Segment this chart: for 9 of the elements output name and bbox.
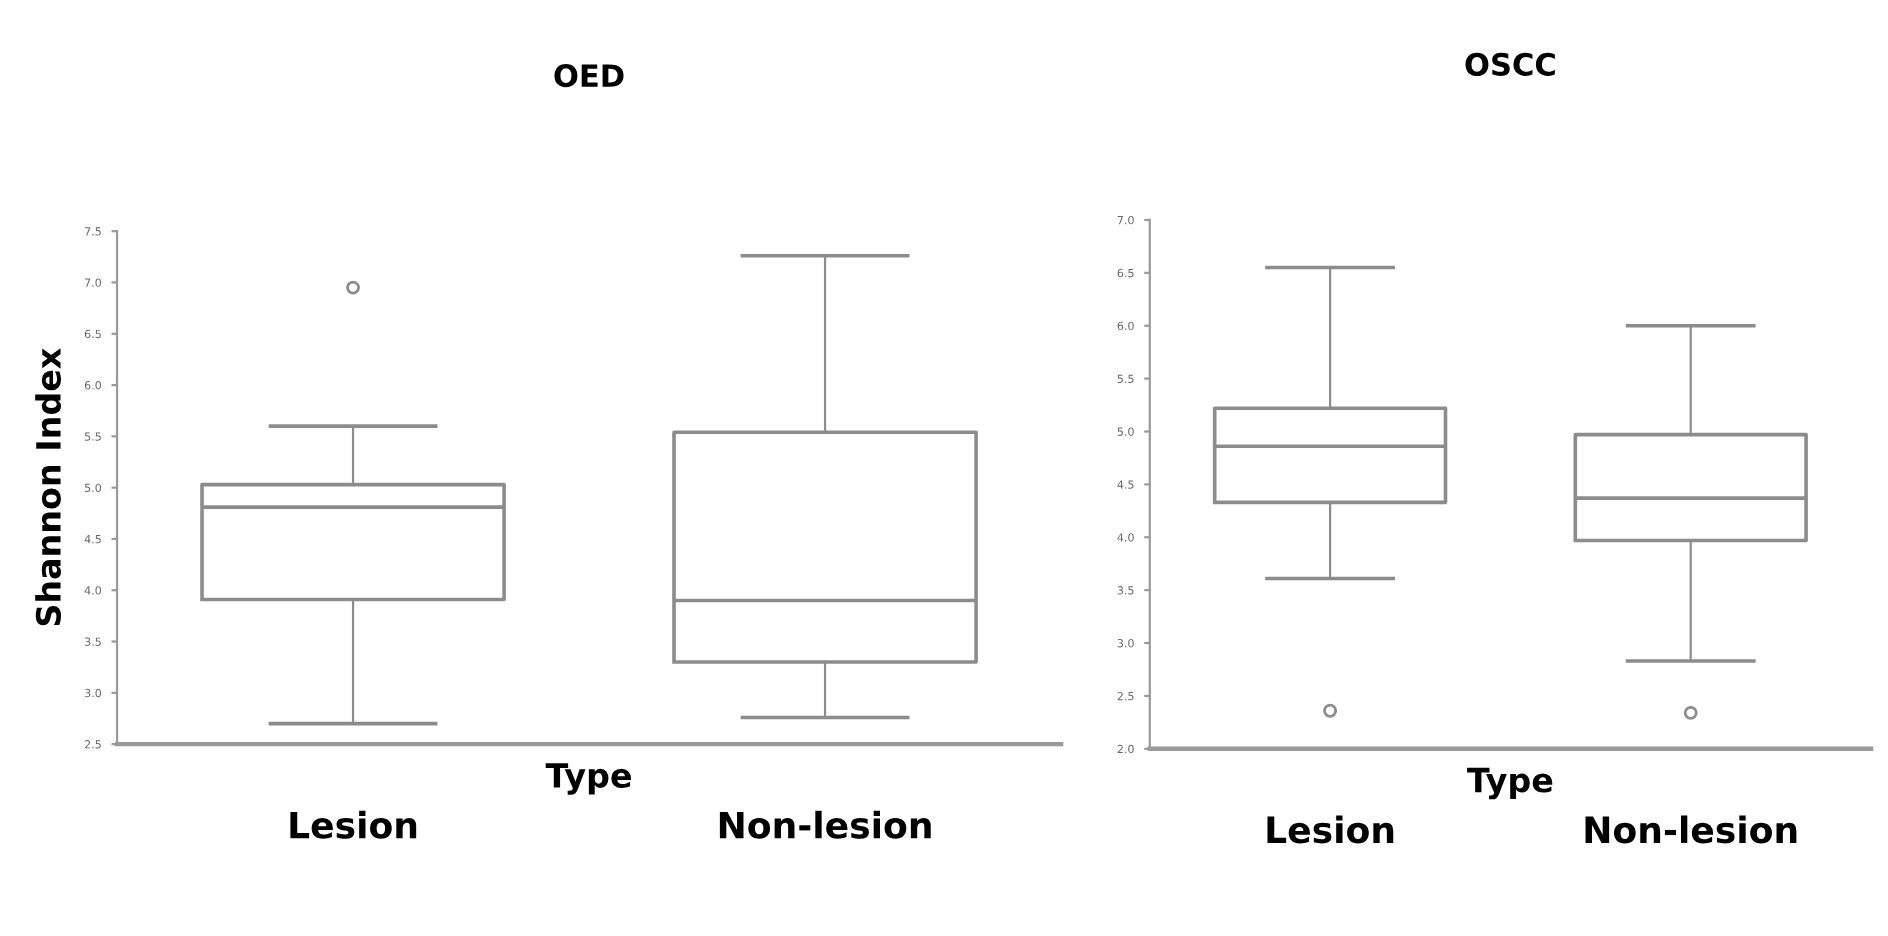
chart-title: OSCC	[1465, 52, 1555, 76]
x-axis-title: Type	[545, 763, 631, 795]
x-tick-label: Non-lesion	[1585, 815, 1797, 844]
x-tick-label: Non-lesion	[719, 810, 931, 839]
x-tick-label: Lesion	[1267, 815, 1394, 844]
chart-title: OED	[554, 64, 624, 88]
x-tick-label: Lesion	[290, 810, 417, 839]
x-axis-title: Type	[1467, 767, 1553, 800]
y-axis-title: Shannon Index	[35, 348, 61, 626]
